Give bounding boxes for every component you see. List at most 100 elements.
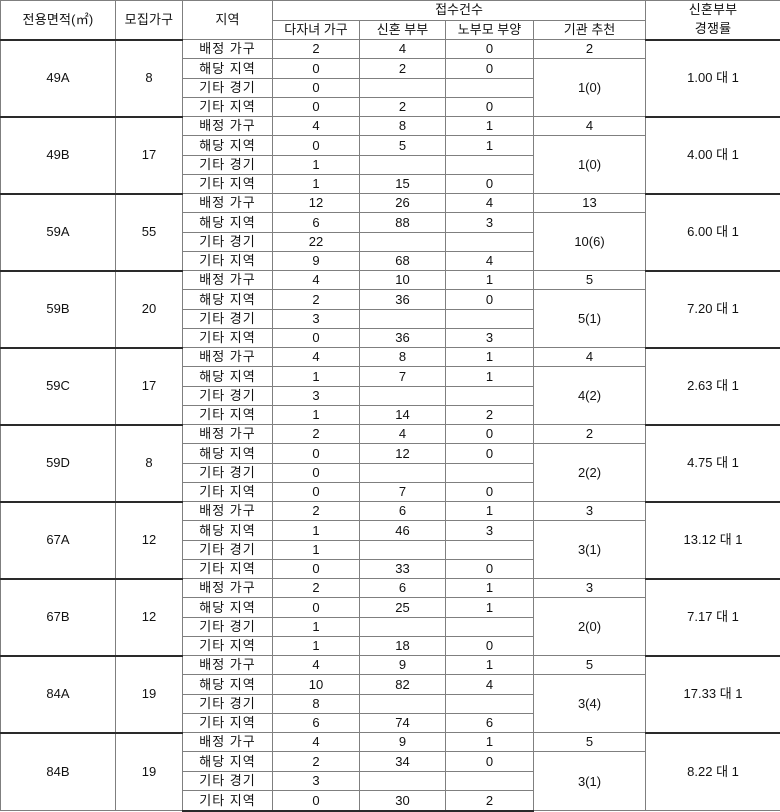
cell-newlywed-blocked [360, 309, 446, 328]
cell-multichild-count: 3 [273, 771, 360, 790]
header-receipt-count-group: 접수건수 [273, 1, 646, 21]
cell-elderly-count: 3 [446, 521, 534, 540]
cell-multichild-count: 0 [273, 598, 360, 617]
cell-newlywed-count: 36 [360, 328, 446, 347]
cell-region-label: 기타 지역 [183, 713, 273, 732]
cell-recruit-units: 20 [116, 271, 183, 348]
cell-newlywed-ratio: 13.12 대 1 [646, 502, 780, 579]
cell-newlywed-ratio: 4.75 대 1 [646, 425, 780, 502]
cell-region-label: 기타 경기 [183, 694, 273, 713]
cell-newlywed-count: 12 [360, 444, 446, 463]
cell-region-label: 기타 지역 [183, 636, 273, 655]
cell-newlywed-blocked [360, 78, 446, 97]
cell-institution-first: 4 [534, 348, 646, 367]
cell-newlywed-count: 46 [360, 521, 446, 540]
cell-newlywed-count: 82 [360, 675, 446, 694]
cell-region-label: 기타 지역 [183, 559, 273, 578]
cell-elderly-blocked [446, 463, 534, 482]
cell-region-label: 배정 가구 [183, 40, 273, 59]
cell-multichild-count: 2 [273, 502, 360, 521]
cell-multichild-count: 2 [273, 579, 360, 598]
header-sub-elderly-support: 노부모 부양 [446, 20, 534, 40]
cell-exclusive-area: 59B [1, 271, 116, 348]
cell-institution-first: 5 [534, 656, 646, 675]
cell-institution-merged: 3(4) [534, 675, 646, 733]
cell-newlywed-ratio: 1.00 대 1 [646, 40, 780, 117]
cell-institution-first: 5 [534, 733, 646, 752]
cell-elderly-count: 1 [446, 117, 534, 136]
cell-newlywed-blocked [360, 155, 446, 174]
cell-region-label: 기타 지역 [183, 328, 273, 347]
cell-institution-merged: 1(0) [534, 136, 646, 194]
cell-region-label: 배정 가구 [183, 194, 273, 213]
cell-institution-merged: 1(0) [534, 59, 646, 117]
cell-region-label: 기타 경기 [183, 155, 273, 174]
cell-elderly-count: 1 [446, 367, 534, 386]
cell-multichild-count: 1 [273, 155, 360, 174]
cell-elderly-blocked [446, 232, 534, 251]
cell-exclusive-area: 67B [1, 579, 116, 656]
cell-region-label: 해당 지역 [183, 136, 273, 155]
cell-multichild-count: 1 [273, 521, 360, 540]
cell-elderly-count: 0 [446, 752, 534, 771]
cell-region-label: 배정 가구 [183, 502, 273, 521]
cell-newlywed-blocked [360, 386, 446, 405]
header-newlywed-ratio: 신혼부부 경쟁률 [646, 1, 780, 40]
cell-elderly-blocked [446, 694, 534, 713]
cell-institution-first: 3 [534, 579, 646, 598]
cell-region-label: 해당 지역 [183, 213, 273, 232]
cell-elderly-count: 0 [446, 482, 534, 501]
cell-newlywed-count: 8 [360, 348, 446, 367]
cell-multichild-count: 0 [273, 444, 360, 463]
header-sub-newlywed: 신혼 부부 [360, 20, 446, 40]
cell-exclusive-area: 49B [1, 117, 116, 194]
cell-newlywed-count: 9 [360, 656, 446, 675]
cell-region-label: 배정 가구 [183, 656, 273, 675]
header-recruit-units: 모집가구 [116, 1, 183, 40]
cell-elderly-count: 0 [446, 290, 534, 309]
cell-multichild-count: 0 [273, 559, 360, 578]
cell-region-label: 기타 지역 [183, 405, 273, 424]
cell-recruit-units: 19 [116, 733, 183, 811]
cell-elderly-count: 3 [446, 213, 534, 232]
cell-newlywed-count: 18 [360, 636, 446, 655]
cell-exclusive-area: 67A [1, 502, 116, 579]
cell-multichild-count: 1 [273, 540, 360, 559]
cell-region-label: 해당 지역 [183, 521, 273, 540]
cell-newlywed-count: 88 [360, 213, 446, 232]
cell-newlywed-blocked [360, 232, 446, 251]
cell-multichild-count: 22 [273, 232, 360, 251]
header-exclusive-area: 전용면적(㎡) [1, 1, 116, 40]
cell-elderly-count: 1 [446, 733, 534, 752]
cell-institution-merged: 3(1) [534, 752, 646, 811]
cell-region-label: 배정 가구 [183, 733, 273, 752]
cell-recruit-units: 12 [116, 579, 183, 656]
cell-region-label: 해당 지역 [183, 675, 273, 694]
cell-region-label: 배정 가구 [183, 579, 273, 598]
cell-multichild-count: 1 [273, 405, 360, 424]
cell-newlywed-count: 7 [360, 482, 446, 501]
header-newlywed-ratio-line1: 신혼부부 [646, 1, 780, 20]
cell-recruit-units: 19 [116, 656, 183, 733]
cell-elderly-count: 1 [446, 502, 534, 521]
header-row-top: 전용면적(㎡) 모집가구 지역 접수건수 신혼부부 경쟁률 [1, 1, 780, 21]
cell-elderly-count: 1 [446, 656, 534, 675]
cell-newlywed-count: 2 [360, 97, 446, 116]
cell-elderly-blocked [446, 617, 534, 636]
cell-region-label: 해당 지역 [183, 367, 273, 386]
header-newlywed-ratio-line2: 경쟁률 [646, 20, 780, 39]
cell-newlywed-blocked [360, 771, 446, 790]
cell-multichild-count: 12 [273, 194, 360, 213]
cell-region-label: 기타 경기 [183, 232, 273, 251]
cell-institution-first: 3 [534, 502, 646, 521]
cell-multichild-count: 2 [273, 752, 360, 771]
cell-multichild-count: 6 [273, 713, 360, 732]
cell-multichild-count: 1 [273, 636, 360, 655]
cell-elderly-count: 3 [446, 328, 534, 347]
